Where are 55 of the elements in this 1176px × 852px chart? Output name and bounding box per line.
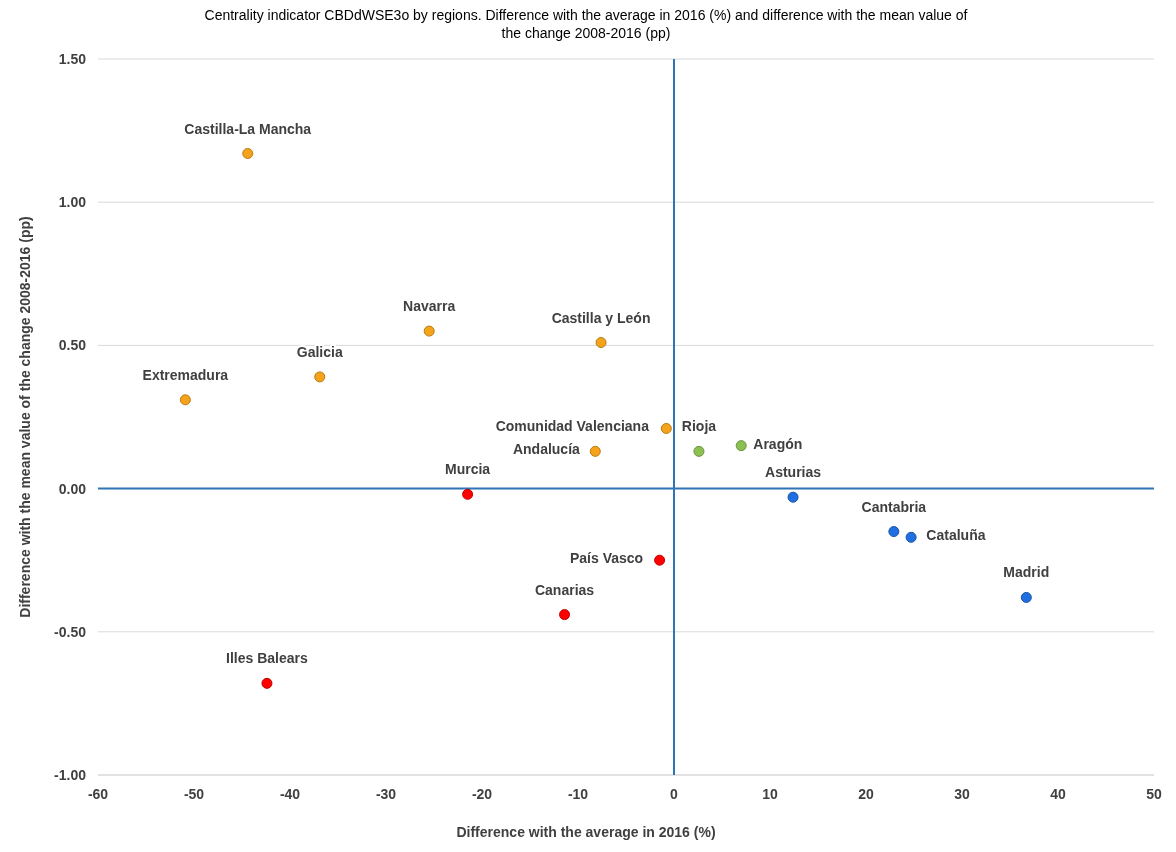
point bbox=[660, 422, 672, 434]
point bbox=[905, 531, 917, 543]
point bbox=[787, 491, 799, 503]
y-tick-label: -0.50 bbox=[54, 623, 87, 640]
x-tick-label: -60 bbox=[87, 786, 109, 802]
annotation: Rioja bbox=[681, 418, 717, 435]
point bbox=[888, 526, 900, 538]
x-tick-label: 50 bbox=[1146, 786, 1162, 802]
point bbox=[693, 445, 705, 457]
annotation: Cantabria bbox=[861, 498, 927, 515]
x-tick-label: -30 bbox=[375, 786, 397, 802]
point bbox=[1020, 591, 1032, 603]
x-tick-label: 0 bbox=[670, 786, 679, 802]
x-tick-label: -20 bbox=[471, 786, 493, 802]
x-axis-title: Difference with the average in 2016 (%) bbox=[456, 824, 716, 840]
annotation: Castilla y León bbox=[551, 309, 651, 326]
point bbox=[595, 337, 607, 349]
annotation: País Vasco bbox=[570, 550, 644, 567]
x-tick-label: 20 bbox=[858, 786, 874, 802]
y-tick-label: 1.50 bbox=[58, 51, 87, 67]
annotation: Comunidad Valenciana bbox=[495, 418, 650, 435]
point bbox=[261, 677, 273, 689]
y-tick-label: -1.00 bbox=[54, 767, 87, 783]
annotation: Cataluña bbox=[926, 527, 986, 544]
point bbox=[242, 148, 254, 160]
annotation: Asturias bbox=[765, 464, 822, 481]
x-tick-label: -10 bbox=[567, 786, 589, 802]
x-tick-label: -40 bbox=[279, 786, 301, 802]
chart-title: Centrality indicator CBDdWSE3o by regions. Difference with the average in 2016 (%) and difference with the mean value of the change 2008-2016 (pp) bbox=[204, 7, 968, 41]
point bbox=[314, 371, 326, 383]
annotation: Aragón bbox=[753, 435, 803, 452]
annotation: Navarra bbox=[403, 298, 456, 315]
point bbox=[559, 609, 571, 621]
x-tick-label: 40 bbox=[1050, 786, 1066, 802]
point bbox=[423, 325, 435, 337]
y-tick-label: 0.00 bbox=[58, 480, 87, 497]
annotation: Murcia bbox=[445, 461, 491, 478]
x-tick-label: 10 bbox=[762, 786, 778, 802]
y-axis-title: Difference with the mean value of the change 2008-2016 (pp) bbox=[17, 216, 33, 618]
annotation: Illes Balears bbox=[226, 650, 309, 667]
point bbox=[654, 554, 666, 566]
annotation: Extremadura bbox=[142, 366, 229, 383]
x-tick-label: 30 bbox=[954, 786, 970, 802]
annotation: Madrid bbox=[1003, 564, 1050, 581]
point bbox=[179, 394, 191, 406]
point bbox=[735, 440, 747, 452]
y-tick-label: 1.00 bbox=[58, 194, 87, 211]
annotation: Galicia bbox=[296, 343, 343, 360]
annotation: Andalucía bbox=[512, 441, 581, 458]
y-tick-label: 0.50 bbox=[58, 337, 87, 354]
annotation: Canarias bbox=[534, 581, 595, 598]
point bbox=[589, 445, 601, 457]
point bbox=[462, 488, 474, 500]
annotation: Castilla-La Mancha bbox=[184, 120, 312, 137]
x-tick-label: -50 bbox=[183, 786, 205, 802]
